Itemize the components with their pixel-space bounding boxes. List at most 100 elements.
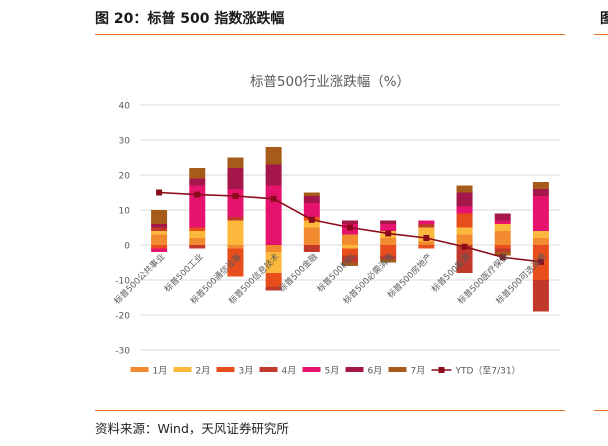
legend-item: 6月 [345,366,382,377]
bar-segment [227,217,244,221]
legend-label: YTD（至7/31） [455,366,521,377]
legend-swatch [259,367,278,372]
bar-segment [456,227,473,235]
bar-segment [380,220,397,224]
legend-label: 7月 [411,366,426,377]
bar-segment [418,220,435,224]
bar-segment [494,248,511,252]
bar-segment [227,220,244,245]
bar-segment [151,231,168,235]
ytd-point [232,193,239,199]
y-tick-label: 0 [124,242,130,252]
figure-title: 图 20：标普 500 指数涨跌幅 [95,11,285,27]
bar-segment [532,189,549,196]
legend-item: YTD（至7/31） [431,366,521,377]
bar-segment [494,213,511,221]
bar-segment [151,224,168,228]
bar-segment [303,220,320,228]
next-source-rule [594,410,608,411]
bar-segment [303,227,320,245]
bar-segment [303,192,320,196]
bar-segment [494,220,511,224]
bar-segment [265,287,282,291]
next-figure-header-rule [594,34,608,35]
ytd-point [537,258,544,265]
bar-segment [151,248,168,252]
y-tick-label: 20 [119,172,131,182]
bar-segment [456,234,473,245]
ytd-point [270,195,277,202]
y-tick-label: -20 [115,312,130,322]
ytd-line [156,189,544,265]
bar-segment [265,273,282,287]
bar-segment [418,224,435,228]
ytd-point [461,243,468,250]
bar-segment [189,227,206,231]
legend-item: 3月 [216,366,254,377]
y-axis-tick-labels: 40 30 20 10 0 -10 -20 -30 [115,102,130,357]
y-tick-label: 30 [119,137,131,147]
chart-legend: 1月 2月 3月 4月 5月 6月 7月 YTD（至7/31） [130,366,521,377]
bar-segment [456,206,473,214]
bar-segment [189,245,206,249]
bar-segment [418,241,435,245]
bar-segment [532,238,549,245]
next-figure-title-fragment: 图 [600,8,608,34]
y-tick-label: 40 [119,102,131,112]
x-axis-category-labels: 标普500公共事业标普500工业标普500通信设备标普500信息技术标普500金… [112,251,549,307]
bar-segment [227,245,244,249]
bar-segment [303,245,320,252]
ytd-point [347,224,353,231]
legend-label: 4月 [282,366,297,377]
bar-segment [380,259,397,263]
legend-item: 1月 [130,366,167,377]
bar-segment [303,203,320,217]
bar-segment [151,245,168,249]
legend-item: 5月 [302,366,340,377]
bar-segment [189,178,206,186]
bar-segment [265,252,282,273]
bar-segment [151,227,168,231]
y-tick-label: -30 [115,347,130,357]
chart-title: 标普500行业涨跌幅（%） [250,74,410,90]
bar-segment [342,248,358,256]
bar-segment [265,185,282,245]
bar-segment [532,182,549,189]
legend-swatch [388,367,407,372]
bar-segment [151,210,168,224]
bar-segment [418,245,435,249]
bar-segment [494,252,511,256]
bar-segment [456,245,473,273]
bar-segment [494,245,511,249]
y-tick-label: 10 [119,207,131,217]
legend-item: 7月 [388,366,426,377]
bar-segment [189,185,206,228]
bar-segment [342,255,358,263]
bar-segment [189,168,206,179]
bar-segment [227,248,244,277]
legend-label: 2月 [196,366,211,377]
legend-item: 4月 [259,366,297,377]
header-rule [95,34,565,35]
bar-segment [456,192,473,207]
bar-segment [189,238,206,245]
bar-segment [342,245,358,249]
ytd-point [385,230,392,237]
bar-segment [456,185,473,193]
bar-segment [456,213,473,228]
bar-segment [227,168,244,189]
legend-label: 3月 [239,366,254,377]
bar-segment [342,262,358,266]
legend-item: 2月 [173,366,211,377]
chart-gridlines [140,104,560,351]
bar-segment [342,220,358,224]
legend-label: 5月 [325,366,340,377]
bar-segment [494,224,511,231]
bar-segment [265,147,282,165]
ytd-point [194,191,201,198]
figure-header: 图 20：标普 500 指数涨跌幅 [95,8,565,34]
legend-swatch [173,367,192,372]
source-rule [95,410,565,411]
ytd-point [308,216,315,223]
